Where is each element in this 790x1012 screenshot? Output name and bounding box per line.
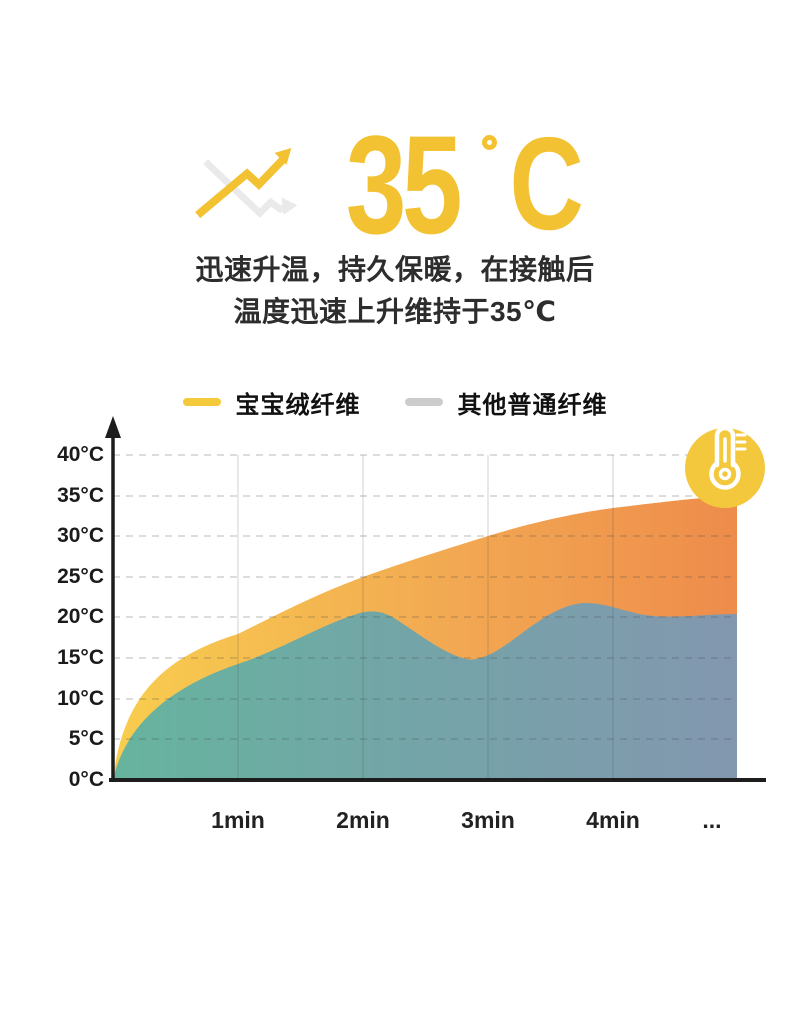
y-tick-30: 30°C [57,524,104,547]
temperature-chart: 40°C 35°C 30°C 25°C 20°C 15°C 10°C 5°C 0… [0,415,790,860]
x-tick-1min: 1min [211,807,265,833]
legend-swatch-yellow [182,398,221,406]
y-tick-40: 40°C [57,443,104,466]
chart-canvas [105,416,766,782]
horizontal-gridlines [113,454,737,740]
thermometer-icon [685,425,765,508]
subtitle-line-2: 温度迅速上升维持于35℃ [233,296,557,327]
legend-label: 其他普通纤维 [457,391,608,419]
y-tick-25: 25°C [57,565,104,588]
area-ordinary-fiber [113,603,737,780]
trend-down-arrowhead [282,197,298,216]
hero-title: 35 C [0,96,790,263]
y-tick-15: 15°C [57,646,104,669]
chart-legend: 宝宝绒纤维 其他普通纤维 [0,385,790,420]
subtitle: 迅速升温，持久保暖，在接触后 温度迅速上升维持于35℃ [0,249,790,333]
axes [109,433,766,782]
y-tick-5: 5°C [68,727,104,750]
y-axis-arrowhead [105,416,121,438]
x-tick-3min: 3min [461,807,515,833]
x-tick-2min: 2min [336,807,390,833]
hero-temperature-unit: C [482,110,594,258]
legend-item-baby-fleece: 宝宝绒纤维 [182,385,361,420]
subtitle-line-1: 迅速升温，持久保暖，在接触后 [195,254,595,285]
trend-arrows-icon [195,147,298,219]
hero-temperature-value: 35 [346,105,463,263]
trend-up-arrowhead [275,147,292,165]
y-tick-0: 0°C [68,768,104,791]
x-tick-4min: 4min [586,807,640,833]
y-tick-10: 10°C [57,687,104,710]
y-tick-20: 20°C [57,605,104,628]
vertical-gridlines [237,455,614,778]
y-tick-35: 35°C [57,484,104,507]
celsius-letter: C [509,110,585,258]
trend-up-line [195,155,288,219]
legend-swatch-gray [404,398,443,406]
x-tick-more: ... [702,807,722,833]
legend-item-ordinary-fiber: 其他普通纤维 [404,385,608,420]
degree-symbol [482,134,498,150]
legend-label: 宝宝绒纤维 [235,391,361,419]
